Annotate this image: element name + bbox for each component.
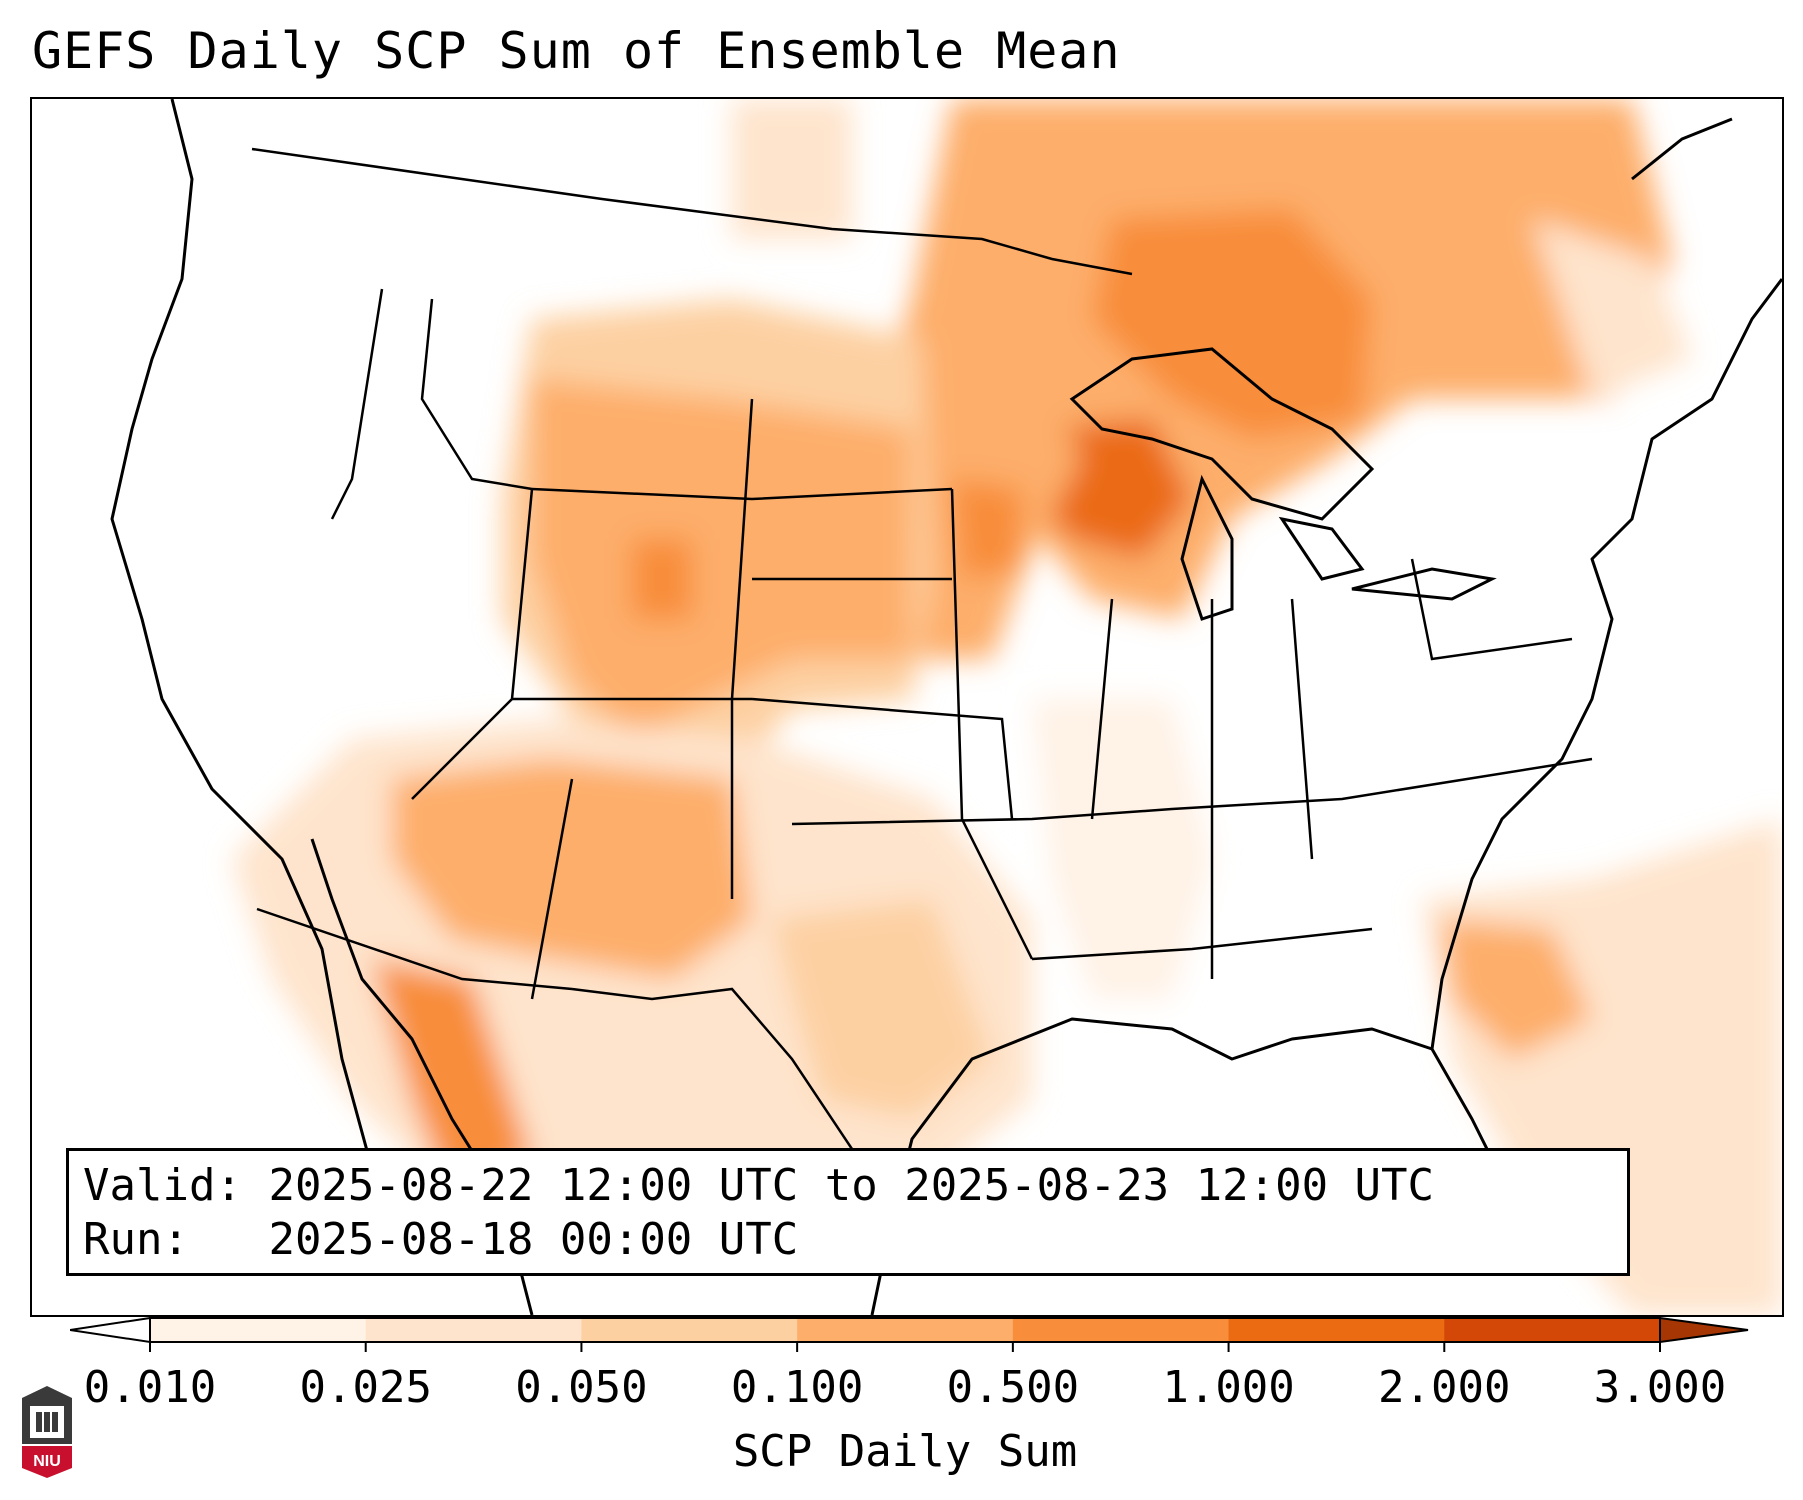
scp-shading [232,99,1782,1315]
colorbar-segment [1228,1318,1445,1342]
colorbar-extend-low [70,1316,151,1344]
colorbar-tick-label: 0.500 [946,1362,1080,1413]
coastlines [110,99,1782,1315]
colorbar-tick-label: 0.050 [515,1362,648,1413]
map-panel [30,97,1784,1317]
border-lines [251,147,1593,1230]
colorbar-tick-label: 0.010 [83,1362,217,1413]
colorbar-segment [365,1318,582,1342]
colorbar-segment [797,1318,1014,1342]
validity-info-box: Valid: 2025-08-22 12:00 UTC to 2025-08-2… [66,1148,1630,1276]
svg-text:NIU: NIU [33,1453,61,1470]
run-value: 2025-08-18 00:00 UTC [268,1214,799,1265]
colorbar-segment [1444,1318,1661,1342]
colorbar-tick-label: 0.100 [730,1362,864,1413]
colorbar-segment [581,1318,798,1342]
valid-value: 2025-08-22 12:00 UTC to 2025-08-23 12:00… [268,1160,1435,1211]
colorbar-extend-high [1659,1316,1749,1344]
colorbar-tick-label: 0.025 [299,1362,432,1413]
colorbar-title: SCP Daily Sum [732,1426,1078,1477]
colorbar-tick-label: 3.000 [1593,1362,1727,1413]
valid-label: Valid: [83,1160,242,1211]
map-title: GEFS Daily SCP Sum of Ensemble Mean [32,22,1121,80]
colorbar [70,1316,1749,1352]
colorbar-segment [150,1318,367,1342]
colorbar-tick-label: 2.000 [1378,1362,1511,1413]
colorbar-segment [1012,1318,1230,1342]
great-lakes [1069,347,1497,621]
niu-logo: NIU [22,1386,72,1478]
run-label: Run: [83,1214,189,1265]
colorbar-tick-label: 1.000 [1162,1362,1295,1413]
map-canvas [110,99,1782,1315]
colorbar-outline [149,1317,1661,1343]
